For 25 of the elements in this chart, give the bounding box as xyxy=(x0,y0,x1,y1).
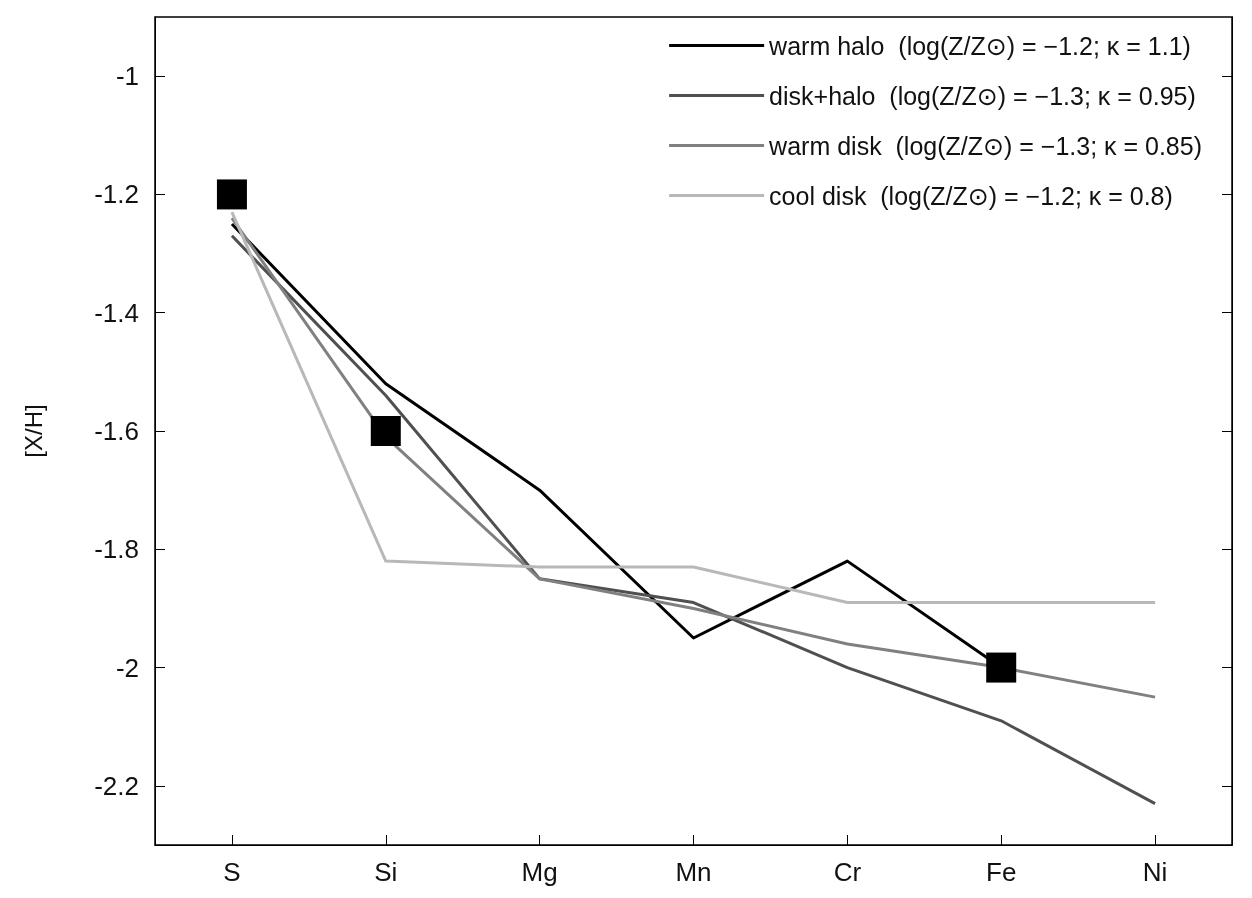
y-tick-label: -1.4 xyxy=(94,297,139,328)
line-series xyxy=(230,234,1157,806)
legend-label: cool disk (log(Z/Z⊙) = −1.2; κ = 0.8) xyxy=(769,181,1173,210)
y-axis-title: [X/H] xyxy=(19,404,47,458)
point xyxy=(216,179,247,210)
y-tick-label: -1.6 xyxy=(94,416,139,446)
point xyxy=(370,416,401,446)
y-tick-label: -1.8 xyxy=(94,534,139,565)
x-tick-label: Mg xyxy=(521,857,558,887)
y-tick-label: -1 xyxy=(115,61,139,92)
line-series xyxy=(230,210,1157,605)
line-series xyxy=(230,216,1157,699)
x-tick-label: Cr xyxy=(833,857,862,887)
x-tick-label: Ni xyxy=(1142,857,1168,887)
legend-label: disk+halo (log(Z/Z⊙) = −1.3; κ = 0.95) xyxy=(769,81,1196,110)
x-tick-label: Si xyxy=(374,857,398,887)
legend-label: warm disk (log(Z/Z⊙) = −1.3; κ = 0.85) xyxy=(768,131,1202,160)
point xyxy=(986,652,1017,683)
y-tick-label: -1.2 xyxy=(94,179,139,210)
x-tick-label: S xyxy=(223,857,241,887)
x-tick-label: Fe xyxy=(986,857,1017,887)
y-tick-label: -2 xyxy=(115,652,139,683)
x-tick-label: Mn xyxy=(675,857,712,887)
y-tick-label: -2.2 xyxy=(94,770,139,801)
legend-label: warm halo (log(Z/Z⊙) = −1.2; κ = 1.1) xyxy=(768,31,1191,60)
